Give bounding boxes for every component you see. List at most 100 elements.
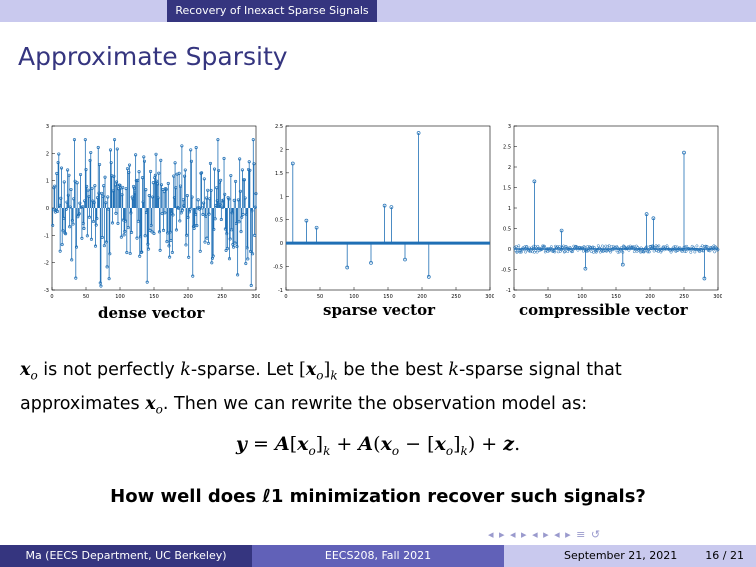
- stem-marker: [140, 250, 144, 254]
- stem-marker: [70, 218, 74, 222]
- y-tick-label: 2.5: [275, 124, 283, 130]
- stem-marker: [208, 161, 212, 165]
- stem-marker: [71, 222, 75, 226]
- stem-marker: [114, 211, 118, 215]
- stem-marker: [66, 193, 70, 197]
- stem-marker: [135, 236, 139, 240]
- stem-marker: [153, 173, 157, 177]
- stem-marker: [166, 181, 170, 186]
- stem-marker: [161, 187, 165, 192]
- body-paragraph: xo is not perfectly k-sparse. Let [xo]k …: [20, 360, 622, 416]
- stem-marker: [93, 184, 97, 188]
- stem-marker: [197, 205, 201, 210]
- noise-marker: [647, 250, 651, 254]
- noise-marker: [630, 245, 634, 249]
- stem-marker: [51, 208, 55, 212]
- noise-marker: [683, 250, 687, 254]
- noise-marker: [693, 250, 697, 254]
- stem-marker: [86, 188, 90, 192]
- stem-marker: [142, 159, 147, 163]
- noise-marker: [600, 244, 604, 248]
- stem-marker: [74, 245, 79, 249]
- stem-marker: [64, 207, 68, 211]
- x-tick-label: 150: [383, 294, 393, 300]
- stem-marker: [102, 244, 106, 248]
- stem-marker: [183, 174, 187, 178]
- stem-marker: [202, 177, 206, 181]
- noise-marker: [639, 250, 642, 254]
- stem-marker: [203, 240, 207, 244]
- noise-marker: [680, 250, 684, 253]
- stem-marker: [196, 198, 200, 202]
- stem-marker: [246, 257, 250, 261]
- stem-marker: [218, 202, 222, 207]
- stem-marker: [219, 217, 223, 222]
- noise-marker: [518, 250, 522, 254]
- y-tick-label: -3: [44, 288, 49, 294]
- x-tick-label: 100: [577, 294, 587, 300]
- stem-marker: [194, 146, 198, 150]
- stem-marker: [682, 150, 686, 155]
- stem-marker: [59, 196, 63, 200]
- stem-marker: [304, 218, 309, 223]
- y-tick-label: 1.5: [503, 186, 511, 192]
- x-tick-label: 50: [317, 294, 323, 300]
- noise-marker: [596, 244, 600, 248]
- stem-marker: [228, 237, 232, 241]
- stem-marker: [212, 167, 217, 171]
- stem-marker: [165, 240, 169, 244]
- stem-marker: [234, 179, 238, 183]
- stem-marker: [170, 250, 174, 254]
- noise-marker: [592, 250, 596, 254]
- stem-marker: [66, 168, 70, 172]
- stem-marker: [89, 150, 93, 155]
- y-tick-label: -1: [44, 233, 49, 239]
- stem-marker: [159, 183, 164, 187]
- stem-marker: [314, 225, 319, 230]
- plot-frame: [285, 125, 491, 291]
- stem-marker: [245, 246, 249, 250]
- noise-marker: [652, 249, 656, 253]
- stem-marker: [177, 171, 181, 175]
- stem-marker: [57, 152, 61, 156]
- stem-marker: [207, 212, 211, 216]
- noise-marker: [562, 250, 566, 254]
- stem-marker: [212, 227, 216, 231]
- navigation-icons[interactable]: ◂ ▸ ◂ ▸ ◂ ▸ ◂ ▸ ≡ ↺: [488, 528, 602, 541]
- stem-marker: [222, 156, 226, 161]
- footer: Ma (EECS Department, UC Berkeley) EECS20…: [0, 545, 756, 567]
- stem-marker: [192, 226, 196, 230]
- stem-marker: [112, 174, 116, 178]
- noise-marker: [640, 250, 644, 254]
- stem-marker: [143, 234, 147, 238]
- footer-course: EECS208, Fall 2021: [252, 545, 504, 567]
- y-tick-label: -2: [44, 261, 49, 267]
- stem-marker: [51, 223, 55, 227]
- section-title[interactable]: Recovery of Inexact Sparse Signals: [167, 0, 377, 22]
- stem-marker: [213, 217, 217, 221]
- stem-marker: [187, 255, 191, 259]
- stem-marker: [104, 240, 108, 244]
- stem-marker: [249, 283, 253, 288]
- stem-marker: [142, 155, 146, 159]
- y-tick-label: -0.5: [501, 268, 511, 274]
- stem-marker: [128, 251, 132, 256]
- stem-marker: [241, 212, 245, 216]
- x-tick-label: 0: [284, 294, 287, 300]
- stem-marker: [211, 254, 215, 258]
- noise-marker: [702, 245, 706, 248]
- stem-marker: [96, 145, 100, 150]
- y-tick-label: 2.5: [503, 145, 511, 151]
- y-tick-label: 2: [46, 151, 49, 157]
- noise-marker: [605, 249, 608, 253]
- y-tick-label: 1: [508, 206, 511, 212]
- noise-marker: [669, 250, 673, 254]
- y-tick-label: 0: [508, 247, 511, 253]
- stem-marker: [99, 284, 103, 288]
- stem-marker: [75, 181, 79, 185]
- stem-marker: [198, 249, 202, 253]
- stem-marker: [161, 228, 166, 232]
- stem-marker: [223, 192, 227, 196]
- stem-marker: [227, 197, 231, 201]
- stem-marker: [206, 188, 210, 192]
